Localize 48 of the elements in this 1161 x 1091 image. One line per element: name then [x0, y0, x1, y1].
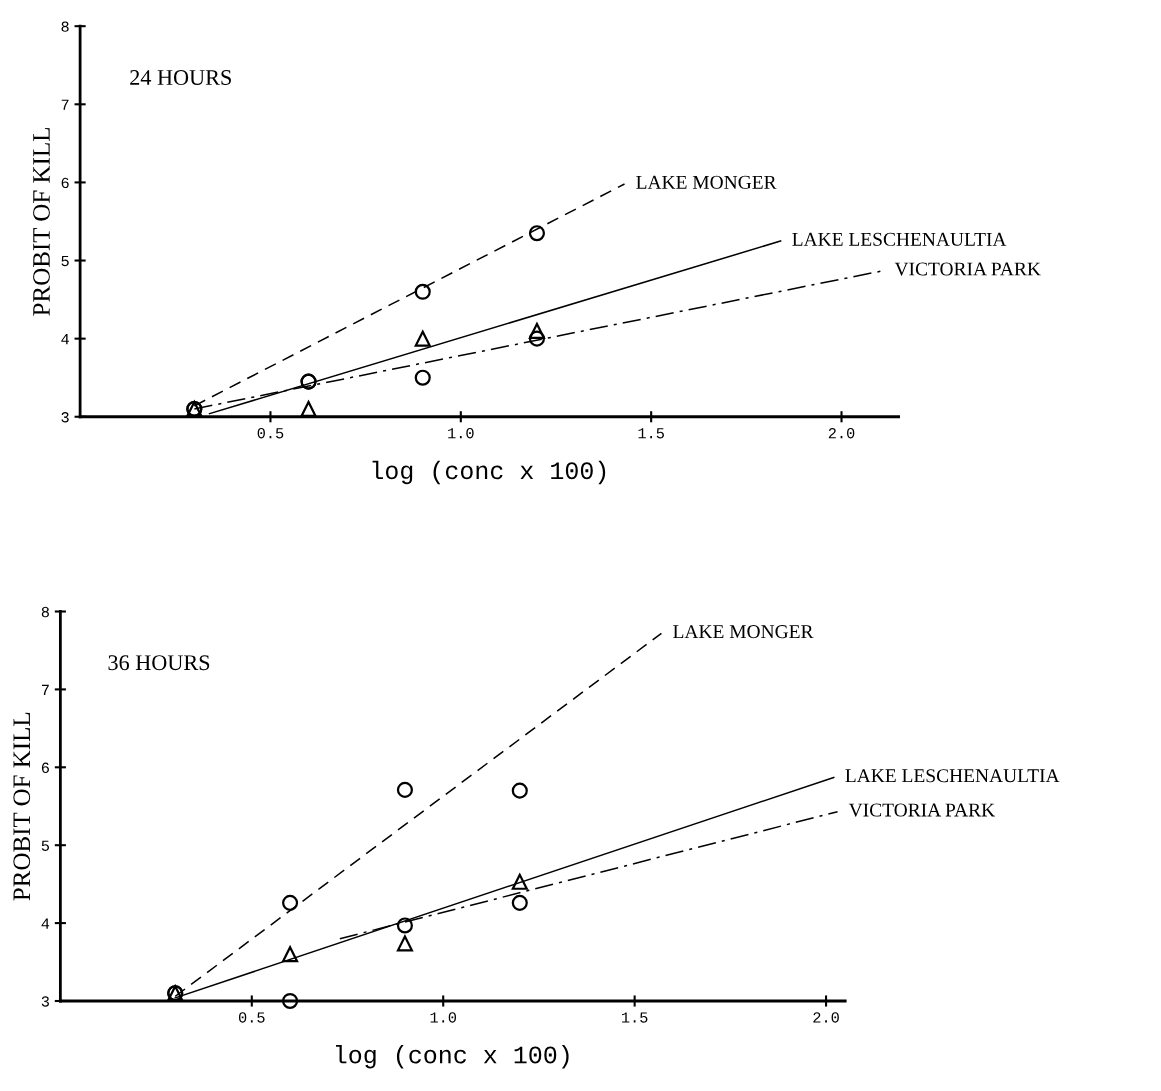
- y-tick-label: 4: [61, 334, 69, 345]
- series-label: LAKE LESCHENAULTIA: [845, 769, 1060, 783]
- x-tick-label: 1.5: [621, 1012, 648, 1023]
- annotation: 36 HOURS: [108, 655, 210, 671]
- y-tick-label: 6: [41, 762, 49, 773]
- y-tick-label: 6: [61, 177, 69, 189]
- series-label: VICTORIA PARK: [848, 803, 995, 817]
- point: [511, 894, 528, 911]
- point: [511, 782, 528, 799]
- point: [414, 330, 431, 347]
- x-tick-label: 1.5: [638, 428, 664, 439]
- point: [396, 781, 413, 798]
- y-axis-title: PROBIT OF KILL: [13, 712, 31, 901]
- series-label: LAKE LESCHENAULTIA: [792, 232, 1007, 246]
- x-axis-title: log (conc x 100): [336, 1045, 569, 1069]
- point: [511, 873, 528, 890]
- series-label: LAKE MONGER: [673, 625, 814, 639]
- x-axis-title: log (conc x 100): [372, 460, 606, 485]
- point: [396, 935, 413, 952]
- point: [528, 225, 545, 242]
- series-label: VICTORIA PARK: [894, 262, 1041, 276]
- x-tick-label: 0.5: [238, 1012, 265, 1023]
- x-tick-label: 0.5: [257, 428, 284, 439]
- annotation: 24 HOURS: [130, 70, 231, 85]
- point: [300, 400, 317, 417]
- point: [396, 917, 413, 934]
- y-tick-label: 3: [41, 996, 49, 1007]
- point: [528, 330, 545, 347]
- y-axis-title: PROBIT OF KILL: [33, 128, 50, 316]
- y-tick-label: 7: [41, 684, 49, 695]
- x-tick-label: 2.0: [813, 1012, 839, 1023]
- x-tick-label: 1.0: [430, 1012, 457, 1023]
- y-tick-label: 8: [61, 21, 69, 32]
- point: [282, 894, 299, 911]
- y-tick-label: 3: [61, 412, 69, 423]
- point: [282, 992, 299, 1010]
- point: [528, 322, 545, 339]
- point: [414, 283, 431, 300]
- y-tick-label: 5: [41, 840, 49, 851]
- series-label: LAKE MONGER: [636, 175, 777, 189]
- y-tick-label: 8: [41, 606, 49, 618]
- y-tick-label: 4: [41, 918, 50, 929]
- y-tick-label: 5: [61, 256, 69, 267]
- x-tick-label: 1.0: [448, 428, 474, 439]
- point: [414, 369, 431, 386]
- y-tick-label: 7: [61, 99, 69, 110]
- x-tick-label: 2.0: [828, 428, 855, 439]
- point: [282, 946, 299, 963]
